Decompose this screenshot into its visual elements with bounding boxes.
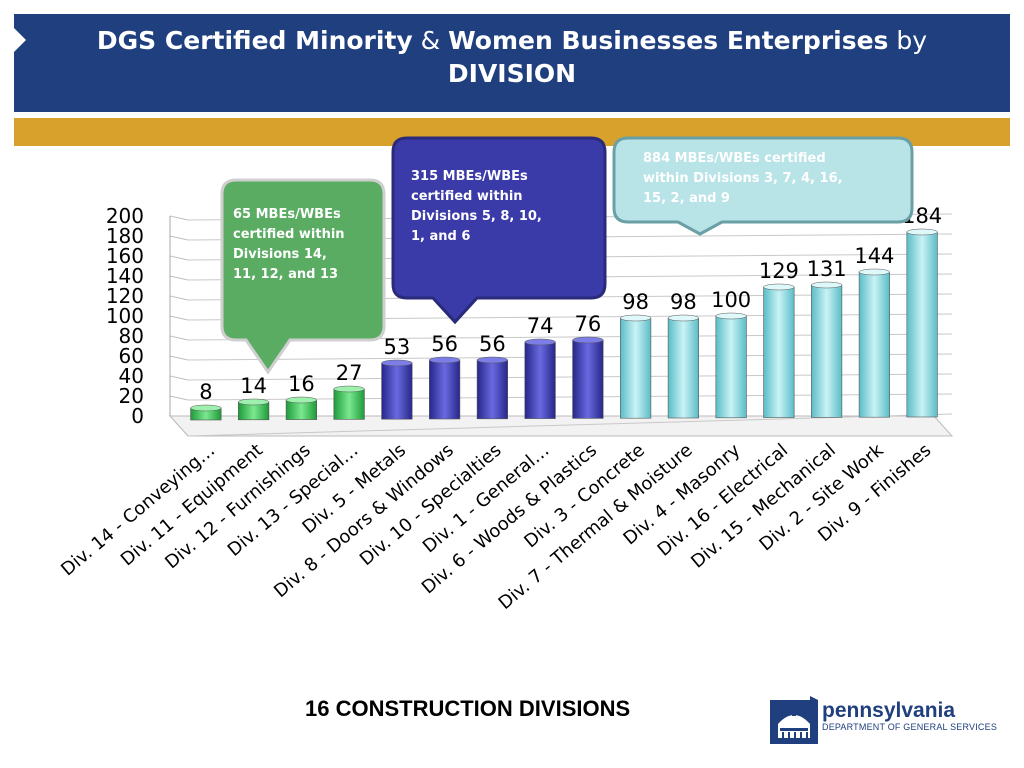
bar (667, 317, 699, 419)
bar-top (667, 314, 699, 322)
y-tick-label: 140 (106, 264, 144, 288)
logo-name: pennsylvania (822, 699, 956, 722)
data-label: 76 (575, 312, 602, 336)
data-label: 131 (807, 257, 847, 281)
gridline-side (169, 355, 189, 361)
bar (906, 231, 938, 418)
page-title: DGS Certified Minority & Women Businesse… (14, 24, 1010, 90)
title-part2: Women Businesses Enterprises (448, 26, 889, 55)
bar (715, 315, 747, 419)
data-label: 100 (711, 288, 751, 312)
title-amp: & (412, 26, 449, 55)
bar-top (524, 338, 556, 346)
bar (763, 286, 795, 418)
gridline-side (169, 315, 189, 321)
data-label: 98 (670, 290, 697, 314)
pennsylvania-logo-icon (770, 696, 818, 744)
y-tick-label: 20 (119, 384, 144, 408)
gridline-side (169, 275, 189, 281)
bar-top (190, 404, 222, 412)
gridline-side (169, 415, 189, 437)
annotation-text: 1, and 6 (411, 229, 470, 244)
annotation-text: 15, 2, and 9 (643, 191, 730, 206)
gridline-side (169, 215, 189, 221)
y-tick-label: 200 (106, 204, 144, 228)
y-tick-label: 160 (106, 244, 144, 268)
annotation-callout (612, 136, 914, 236)
annotation-callout (220, 178, 386, 375)
gridline-side (169, 235, 189, 241)
data-label: 8 (199, 380, 212, 404)
y-tick-label: 40 (119, 364, 144, 388)
y-tick-label: 180 (106, 224, 144, 248)
bar (429, 359, 461, 420)
y-tick-label: 80 (119, 324, 144, 348)
data-label: 16 (288, 372, 315, 396)
bar-top (906, 228, 938, 236)
gridline-side (169, 375, 189, 381)
bar-top (381, 359, 413, 367)
bar-top (333, 385, 365, 393)
annotation-text: certified within (233, 227, 345, 242)
bar (811, 284, 843, 418)
bar-top (715, 312, 747, 320)
y-tick-label: 120 (106, 284, 144, 308)
annotation-text: Divisions 5, 8, 10, (411, 209, 542, 224)
y-tick-label: 0 (131, 404, 144, 428)
annotation-text: within Divisions 3, 7, 4, 16, (643, 171, 843, 186)
data-label: 56 (479, 332, 506, 356)
data-label: 56 (431, 332, 458, 356)
bar-top (811, 281, 843, 289)
data-label: 14 (240, 374, 267, 398)
bar (524, 341, 556, 419)
bar-top (572, 336, 604, 344)
y-tick-label: 60 (119, 344, 144, 368)
y-tick-label: 100 (106, 304, 144, 328)
data-label: 98 (622, 290, 649, 314)
gridline-side (169, 335, 189, 341)
banner-notch (14, 28, 26, 52)
x-axis-title: 16 CONSTRUCTION DIVISIONS (305, 696, 631, 721)
bar-top (429, 356, 461, 364)
data-label: 129 (759, 259, 799, 283)
annotation-text: 11, 12, and 13 (233, 267, 338, 282)
bar (858, 271, 890, 418)
gridline-side (169, 295, 189, 301)
bar (572, 339, 604, 419)
annotation-text: Divisions 14, (233, 247, 327, 262)
logo-subtitle: DEPARTMENT OF GENERAL SERVICES (822, 722, 998, 732)
annotation-text: 884 MBEs/WBEs certified (643, 151, 826, 166)
bar (620, 317, 652, 419)
data-label: 144 (854, 244, 894, 268)
bar-top (763, 283, 795, 291)
title-line2: DIVISION (447, 59, 577, 88)
bar-top (285, 396, 317, 404)
annotation-text: 315 MBEs/WBEs (411, 169, 528, 184)
data-label: 53 (384, 335, 411, 359)
data-label: 74 (527, 314, 554, 338)
bar-top (238, 398, 270, 406)
annotation-callout (391, 136, 607, 325)
bar (333, 388, 365, 420)
title-by: by (888, 26, 928, 55)
gridline-side (169, 255, 189, 261)
bar-top (858, 268, 890, 276)
bar-top (476, 356, 508, 364)
title-part1: DGS Certified Minority (96, 26, 413, 55)
bar (476, 359, 508, 420)
gridline-side (169, 395, 189, 401)
logo-text: pennsylvania DEPARTMENT OF GENERAL SERVI… (822, 699, 998, 733)
annotation-text: certified within (411, 189, 523, 204)
data-label: 27 (336, 361, 363, 385)
title-banner: DGS Certified Minority & Women Businesse… (14, 14, 1010, 112)
bar (381, 362, 413, 420)
bar-top (620, 314, 652, 322)
annotation-text: 65 MBEs/WBEs (233, 207, 341, 222)
